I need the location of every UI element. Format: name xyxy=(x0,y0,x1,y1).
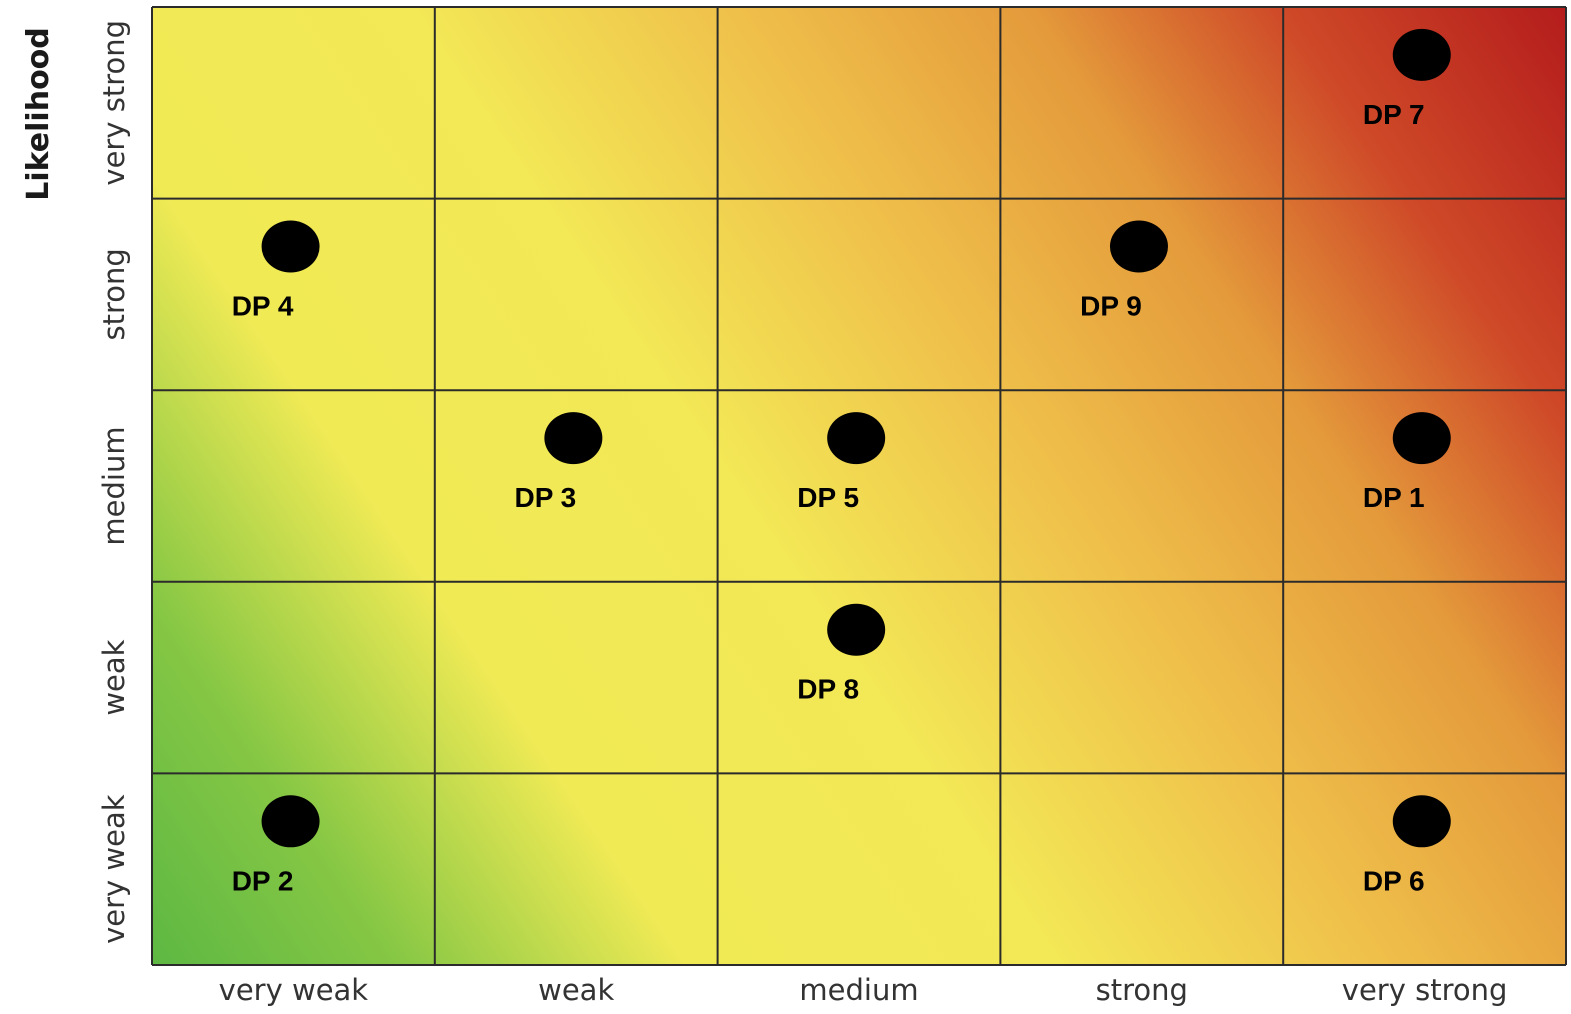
y-axis-title: Likelihood xyxy=(21,27,56,201)
data-point-marker xyxy=(1392,795,1451,848)
data-point-label: DP 5 xyxy=(797,482,859,513)
x-axis-tick-labels: very weak weak medium strong very strong xyxy=(219,973,1508,1007)
x-tick-label: weak xyxy=(538,973,614,1007)
data-point-label: DP 4 xyxy=(232,291,294,322)
x-tick-label: very strong xyxy=(1342,973,1508,1007)
y-tick-label: weak xyxy=(97,639,131,715)
heatmap-background xyxy=(152,7,1566,965)
y-tick-label: very weak xyxy=(97,794,131,944)
y-axis-tick-labels: very weak weak medium strong very strong xyxy=(97,20,131,944)
y-tick-label: medium xyxy=(97,426,131,545)
data-point-label: DP 7 xyxy=(1363,99,1425,130)
data-point-label: DP 6 xyxy=(1363,865,1425,896)
x-tick-label: strong xyxy=(1096,973,1188,1007)
x-tick-label: medium xyxy=(799,973,918,1007)
data-point-label: DP 3 xyxy=(514,482,576,513)
data-point-marker xyxy=(544,412,603,465)
data-point-label: DP 9 xyxy=(1080,291,1142,322)
y-tick-label: very strong xyxy=(97,20,131,186)
data-point-marker xyxy=(261,220,320,273)
data-point-marker xyxy=(827,603,886,656)
grid-lines xyxy=(151,6,1567,966)
data-point-marker xyxy=(1392,28,1451,81)
data-point-marker xyxy=(261,795,320,848)
y-tick-label: strong xyxy=(97,248,131,340)
data-point-label: DP 8 xyxy=(797,674,859,705)
data-point-marker xyxy=(827,412,886,465)
data-points: DP 1 DP 2 DP 3 DP 4 DP 5 DP 6 DP 7 DP 8 DP 9 xyxy=(232,28,1451,896)
x-tick-label: very weak xyxy=(219,973,369,1007)
data-point-label: DP 2 xyxy=(232,865,294,896)
data-point-marker xyxy=(1109,220,1168,273)
data-point-marker xyxy=(1392,412,1451,465)
data-point-label: DP 1 xyxy=(1363,482,1425,513)
